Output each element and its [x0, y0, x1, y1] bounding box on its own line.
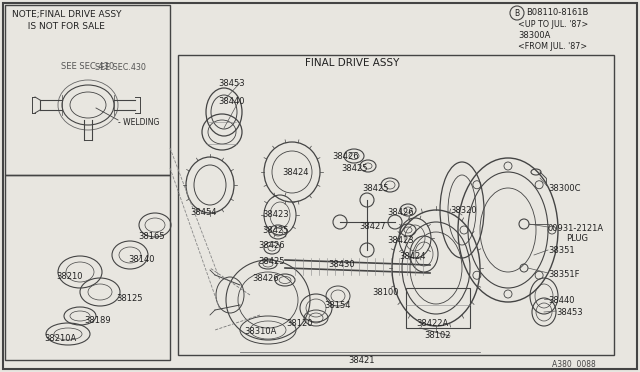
Text: 38300C: 38300C: [548, 184, 580, 193]
Text: 38426: 38426: [387, 208, 413, 217]
Text: 38100: 38100: [372, 288, 399, 297]
Bar: [5, 175, 170, 360]
Text: 38423: 38423: [262, 210, 289, 219]
Text: SEE SEC.430: SEE SEC.430: [95, 63, 146, 72]
Text: 38421: 38421: [348, 356, 374, 365]
Text: 38425: 38425: [341, 164, 367, 173]
Text: 38425: 38425: [362, 184, 388, 193]
Text: 38430: 38430: [328, 260, 355, 269]
Text: 38351F: 38351F: [548, 270, 579, 279]
Text: 38425: 38425: [258, 257, 285, 266]
Text: PLUG: PLUG: [566, 234, 588, 243]
Text: 38210A: 38210A: [44, 334, 76, 343]
Text: B08110-8161B: B08110-8161B: [526, 8, 588, 17]
Text: 00931-2121A: 00931-2121A: [548, 224, 604, 233]
Text: 38454: 38454: [190, 208, 216, 217]
Text: 38189: 38189: [84, 316, 111, 325]
Text: 38210: 38210: [56, 272, 83, 281]
Text: A380  0088: A380 0088: [552, 360, 596, 369]
Bar: [406, 288, 470, 328]
Text: 38453: 38453: [218, 79, 244, 88]
Text: 38310A: 38310A: [244, 327, 276, 336]
Text: 38300A: 38300A: [518, 31, 550, 40]
Text: B: B: [515, 9, 520, 17]
Text: 38102: 38102: [424, 331, 451, 340]
Text: 38425: 38425: [262, 226, 289, 235]
Text: 38424: 38424: [399, 252, 426, 261]
Text: FINAL DRIVE ASSY: FINAL DRIVE ASSY: [305, 58, 399, 68]
Text: 38424: 38424: [282, 168, 308, 177]
Text: 38426: 38426: [258, 241, 285, 250]
Text: 38423: 38423: [387, 236, 413, 245]
Text: 38120: 38120: [286, 319, 312, 328]
Text: 38440: 38440: [548, 296, 575, 305]
Text: 38165: 38165: [138, 232, 164, 241]
Text: 38426: 38426: [252, 274, 278, 283]
Text: 38140: 38140: [128, 255, 154, 264]
Text: 38427: 38427: [359, 222, 386, 231]
Text: 38426: 38426: [332, 152, 358, 161]
Text: <UP TO JUL. '87>: <UP TO JUL. '87>: [518, 20, 588, 29]
Text: NOTE;FINAL DRIVE ASSY: NOTE;FINAL DRIVE ASSY: [12, 10, 122, 19]
Text: - WELDING: - WELDING: [118, 118, 159, 127]
Text: 38125: 38125: [116, 294, 143, 303]
Text: <FROM JUL. '87>: <FROM JUL. '87>: [518, 42, 587, 51]
Text: 38453: 38453: [556, 308, 582, 317]
Text: 38422A: 38422A: [416, 319, 448, 328]
Text: IS NOT FOR SALE: IS NOT FOR SALE: [22, 22, 105, 31]
Bar: [178, 55, 614, 355]
Bar: [5, 5, 170, 175]
Text: 38440: 38440: [218, 97, 244, 106]
Text: 38320: 38320: [450, 206, 477, 215]
Text: 38351: 38351: [548, 246, 575, 255]
Text: SEE SEC.430: SEE SEC.430: [61, 62, 115, 71]
Text: 38154: 38154: [324, 301, 351, 310]
